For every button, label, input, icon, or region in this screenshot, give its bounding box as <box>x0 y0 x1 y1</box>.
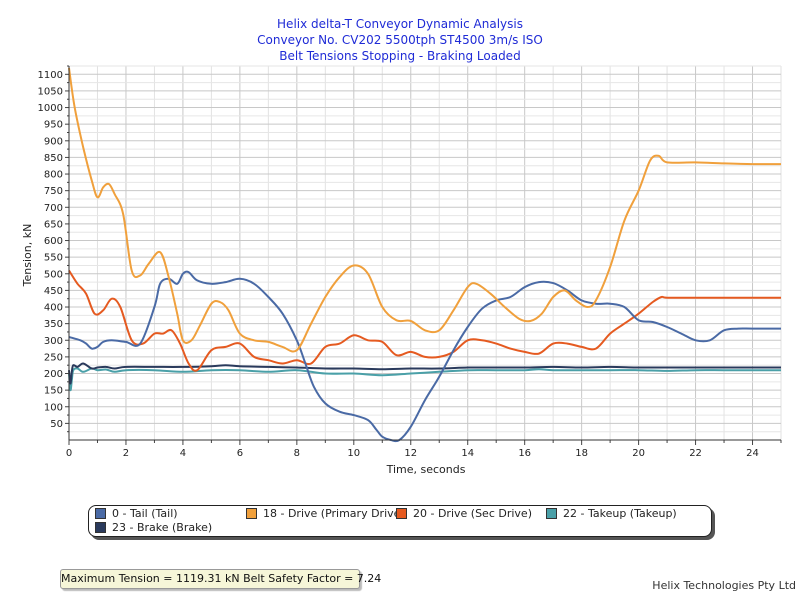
y-tick-label: 1100 <box>38 70 63 81</box>
series-line-22-takeup-takeup[interactable] <box>68 367 781 392</box>
x-axis-label: Time, seconds <box>386 463 466 476</box>
x-tick-label: 20 <box>632 448 645 459</box>
legend-swatch-takeup <box>546 507 557 519</box>
x-tick-label: 12 <box>404 448 417 459</box>
y-tick-label: 850 <box>44 153 63 164</box>
series-lines <box>68 67 782 443</box>
x-tick-label: 24 <box>746 448 759 459</box>
legend-swatch-primary-drive <box>246 507 257 519</box>
y-tick-label: 400 <box>44 303 63 314</box>
x-tick-label: 14 <box>461 448 474 459</box>
y-tick-label: 50 <box>50 419 63 430</box>
y-tick-label: 100 <box>44 402 63 413</box>
chart-legend: 0 - Tail (Tail) 18 - Drive (Primary Driv… <box>88 505 712 537</box>
legend-item-brake[interactable]: 23 - Brake (Brake) <box>95 521 212 535</box>
plot-area <box>69 66 781 440</box>
x-tick-label: 6 <box>237 448 243 459</box>
x-tick-label: 8 <box>294 448 300 459</box>
legend-item-primary-drive[interactable]: 18 - Drive (Primary Drive) <box>246 507 405 521</box>
y-tick-label: 700 <box>44 203 63 214</box>
series-line-23-brake-brake[interactable] <box>68 362 781 385</box>
series-line-18-drive-primary-drive[interactable] <box>68 67 782 353</box>
x-tick-label: 4 <box>180 448 186 459</box>
legend-swatch-sec-drive <box>396 507 407 519</box>
y-tick-label: 300 <box>44 336 63 347</box>
y-tick-label: 550 <box>44 253 63 264</box>
x-tick-label: 10 <box>347 448 360 459</box>
y-tick-label: 250 <box>44 352 63 363</box>
legend-label-brake: 23 - Brake (Brake) <box>112 521 213 534</box>
legend-label-takeup: 22 - Takeup (Takeup) <box>563 507 677 520</box>
y-tick-label: 150 <box>44 386 63 397</box>
series-line-0-tail-tail[interactable] <box>68 270 781 443</box>
chart-title: Helix delta-T Conveyor Dynamic Analysis <box>277 17 523 31</box>
y-tick-label: 500 <box>44 269 63 280</box>
y-tick-label: 950 <box>44 120 63 131</box>
legend-label-sec-drive: 20 - Drive (Sec Drive) <box>413 507 532 520</box>
company-credit: Helix Technologies Pty Ltd <box>652 579 796 592</box>
series-line-20-drive-sec-drive[interactable] <box>68 269 781 372</box>
x-tick-label: 16 <box>518 448 531 459</box>
chart-title-block: Helix delta-T Conveyor Dynamic Analysis … <box>0 16 800 64</box>
chart-subtitle-2: Belt Tensions Stopping - Braking Loaded <box>279 49 521 63</box>
y-tick-label: 600 <box>44 236 63 247</box>
legend-swatch-brake <box>95 521 106 533</box>
legend-item-sec-drive[interactable]: 20 - Drive (Sec Drive) <box>396 507 532 521</box>
legend-item-tail[interactable]: 0 - Tail (Tail) <box>95 507 178 521</box>
legend-label-primary-drive: 18 - Drive (Primary Drive) <box>263 507 405 520</box>
x-tick-label: 0 <box>66 448 72 459</box>
legend-swatch-tail <box>95 507 106 519</box>
x-tick-label: 22 <box>689 448 702 459</box>
max-tension-status: Maximum Tension = 1119.31 kN Belt Safety… <box>60 569 381 589</box>
y-tick-label: 750 <box>44 186 63 197</box>
y-tick-label: 650 <box>44 219 63 230</box>
y-tick-label: 800 <box>44 170 63 181</box>
axes: 0 2 4 6 8 10 12 14 16 18 20 22 245010015020025030035… <box>38 65 782 459</box>
legend-item-takeup[interactable]: 22 - Takeup (Takeup) <box>546 507 677 521</box>
y-tick-label: 1050 <box>38 86 63 97</box>
y-axis-label: Tension, kN <box>21 224 34 288</box>
y-tick-label: 900 <box>44 136 63 147</box>
y-tick-label: 200 <box>44 369 63 380</box>
x-tick-label: 2 <box>123 448 129 459</box>
grid <box>69 65 782 440</box>
y-tick-label: 350 <box>44 319 63 330</box>
chart-subtitle-1: Conveyor No. CV202 5500tph ST4500 3m/s I… <box>257 33 543 47</box>
legend-label-tail: 0 - Tail (Tail) <box>112 507 178 520</box>
y-tick-label: 450 <box>44 286 63 297</box>
x-tick-label: 18 <box>575 448 588 459</box>
y-tick-label: 1000 <box>38 103 63 114</box>
